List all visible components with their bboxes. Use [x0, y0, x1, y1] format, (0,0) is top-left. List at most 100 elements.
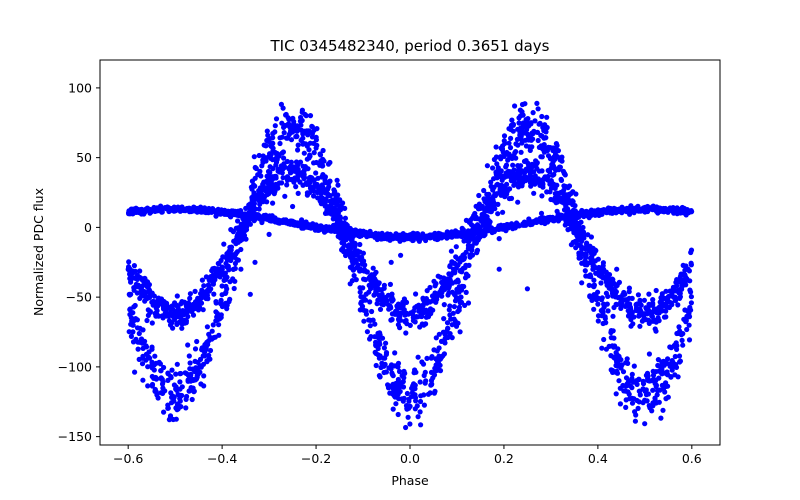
data-point — [462, 302, 468, 308]
data-point — [314, 142, 320, 148]
data-point — [445, 326, 451, 332]
data-point — [185, 342, 191, 348]
data-point — [293, 184, 299, 190]
data-point — [683, 278, 689, 284]
data-point — [128, 333, 134, 339]
data-point — [251, 154, 257, 160]
data-point — [310, 224, 317, 230]
data-point — [650, 403, 656, 409]
data-point — [308, 184, 314, 190]
data-point — [262, 186, 268, 192]
data-point — [126, 259, 132, 265]
data-point — [211, 265, 217, 271]
data-point — [160, 385, 166, 391]
data-point — [679, 207, 686, 213]
data-point — [172, 300, 178, 306]
data-point — [335, 182, 341, 188]
data-point — [495, 211, 501, 217]
data-point — [618, 305, 624, 311]
data-point — [428, 311, 434, 317]
data-point — [201, 383, 207, 389]
data-point — [675, 302, 681, 308]
data-point — [395, 322, 401, 328]
data-point — [149, 346, 155, 352]
data-point — [448, 248, 454, 254]
data-point — [616, 378, 622, 384]
data-point — [486, 204, 492, 210]
data-point — [673, 340, 679, 346]
data-point — [258, 215, 265, 221]
data-point — [688, 294, 695, 300]
data-point — [134, 325, 141, 331]
data-point — [539, 113, 545, 120]
data-point — [312, 181, 318, 187]
data-point — [432, 295, 438, 301]
data-point — [483, 213, 489, 219]
data-point — [377, 354, 383, 360]
data-point — [277, 140, 283, 147]
data-point — [605, 308, 611, 314]
data-point — [511, 176, 517, 182]
data-point — [295, 147, 301, 153]
data-point — [261, 179, 267, 185]
data-point — [412, 406, 418, 412]
data-point — [627, 396, 633, 402]
data-point — [173, 416, 179, 422]
data-point — [330, 200, 336, 206]
data-point — [674, 279, 681, 285]
data-point — [498, 156, 504, 162]
data-point — [629, 371, 635, 377]
data-point — [143, 206, 149, 212]
data-point — [192, 305, 198, 311]
data-point — [432, 388, 438, 394]
data-point — [455, 308, 461, 315]
data-point — [653, 287, 659, 294]
data-point — [418, 305, 424, 311]
data-point — [457, 329, 463, 335]
data-point — [218, 301, 224, 307]
data-point — [635, 405, 641, 411]
data-point — [140, 377, 146, 383]
data-point — [676, 324, 682, 330]
data-point — [570, 189, 576, 195]
data-point — [189, 309, 195, 315]
data-point — [438, 338, 445, 344]
data-point — [614, 266, 620, 272]
data-point — [210, 206, 216, 212]
data-point — [357, 241, 363, 248]
data-point — [186, 353, 192, 359]
data-point — [243, 205, 249, 211]
data-point — [299, 217, 305, 223]
data-point — [635, 292, 642, 298]
data-point — [668, 374, 674, 380]
data-point — [441, 302, 447, 308]
data-point — [525, 160, 531, 166]
data-point — [555, 148, 562, 154]
data-point — [131, 287, 137, 293]
data-point — [494, 169, 500, 175]
data-point — [662, 389, 668, 395]
data-point — [528, 183, 534, 189]
data-point — [388, 259, 394, 265]
data-point — [561, 171, 567, 177]
x-tick-label: 0.4 — [588, 451, 608, 466]
data-point — [341, 220, 347, 226]
data-point — [331, 191, 338, 197]
data-point — [130, 322, 136, 328]
data-point — [559, 195, 565, 201]
data-point — [378, 232, 384, 238]
data-point — [302, 175, 308, 181]
data-point — [510, 122, 516, 128]
data-point — [565, 185, 571, 191]
data-point — [330, 209, 336, 215]
data-point — [571, 212, 577, 218]
data-point — [126, 291, 132, 297]
data-point — [185, 307, 191, 314]
data-point — [681, 316, 687, 322]
data-point — [520, 112, 526, 118]
data-point — [612, 291, 619, 297]
data-point — [410, 383, 416, 389]
data-point — [448, 316, 454, 322]
data-point — [581, 232, 587, 238]
data-point — [503, 162, 510, 168]
